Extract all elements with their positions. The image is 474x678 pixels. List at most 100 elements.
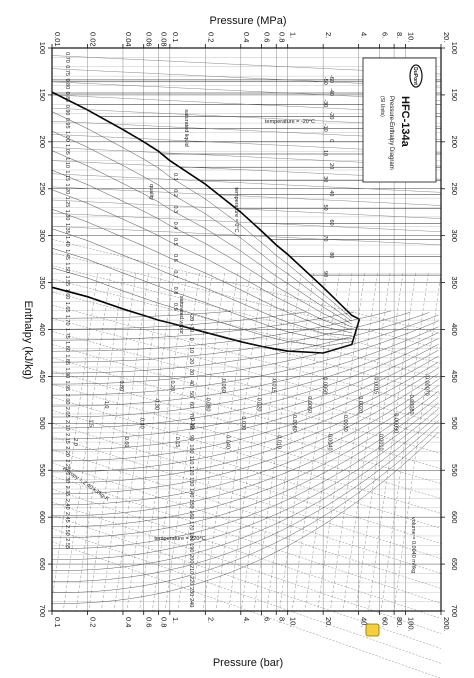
volume-label: 0.0020 — [357, 396, 363, 413]
vapor-isotherm — [52, 332, 439, 418]
vapor-isotherm — [52, 390, 439, 527]
liquid-temperature-label: 10 — [322, 150, 328, 156]
entropy-label: 1.60 — [64, 289, 70, 300]
quality-label: 0.2 — [172, 189, 178, 197]
entropy-label: 0.75 — [64, 65, 70, 76]
temperature-gas-label: temperature = 220°C — [154, 536, 205, 542]
left-tick-label: 150 — [38, 89, 47, 102]
top-tick-label: 4. — [360, 32, 369, 38]
volume-line — [380, 273, 429, 612]
entropy-line — [51, 488, 441, 619]
top-tick-label: 0.4 — [242, 32, 251, 42]
volume-label: 2.0 — [72, 438, 78, 446]
volume-label: 0.0040 — [326, 434, 332, 451]
vapor-temperature-label: 220 — [188, 576, 194, 585]
entropy-line — [51, 304, 441, 409]
ticks-layer: 0.01 0.1 0.02 0.2 0.04 0.4 0.06 0.6 0.08 0.8 0.1 1.… — [38, 32, 459, 632]
liquid-temperature-label: 90 — [322, 271, 328, 277]
volume-line — [279, 273, 327, 612]
quality-line — [51, 111, 352, 319]
volume-line — [241, 273, 289, 612]
vapor-isotherm — [51, 431, 439, 604]
vapor-isotherm — [52, 311, 307, 330]
bottom-axis-title: Pressure (bar) — [213, 657, 283, 669]
vapor-temperature-label: 80 — [188, 424, 194, 430]
volume-line — [177, 273, 225, 612]
quality-label: 0.5 — [172, 238, 178, 246]
vapor-isotherm — [52, 320, 439, 396]
liquid-temperature-label: -10 — [322, 124, 328, 132]
bottom-tick-label: 80. — [395, 617, 404, 627]
entropy-label: 1.05 — [64, 144, 70, 155]
volume-line — [355, 273, 404, 612]
entropy-line — [51, 212, 441, 232]
vapor-temperature-label: 0 — [188, 338, 194, 341]
temperature-top-label: temperature = -20°C — [265, 119, 315, 125]
volume-annotation-label: volume = 0.0040 m³/kg — [410, 517, 416, 573]
vapor-temperature-label: 90 — [188, 435, 194, 441]
quality-line — [51, 267, 352, 347]
quality-label: 0.9 — [172, 303, 178, 311]
left-tick-label: 600 — [38, 511, 47, 524]
volume-label: 1.5 — [87, 419, 93, 427]
top-tick-label: 0.08 — [159, 32, 168, 47]
entropy-label: 1.65 — [64, 302, 70, 313]
entropy-label: 1.20 — [64, 184, 70, 195]
liquid-temperature-label: -60 — [328, 75, 334, 83]
plot-frame — [51, 47, 442, 612]
bottom-tick-label: 8. — [277, 617, 286, 623]
vapor-isotherm — [52, 312, 430, 374]
liquid-temperature-label: -40 — [328, 88, 334, 96]
units-note: (SI Units) — [379, 96, 385, 117]
vapor-isotherm — [52, 310, 392, 352]
right-tick-label: 250 — [450, 183, 459, 196]
entropy-label: 1.70 — [64, 315, 70, 326]
entropy-line — [51, 291, 441, 394]
volume-line — [330, 273, 378, 612]
vapor-temperature-label: 60 — [188, 402, 194, 408]
top-axis-title: Pressure (MPa) — [209, 15, 286, 27]
vapor-isotherm — [52, 361, 439, 473]
liquid-temperature-label: 70 — [322, 235, 328, 241]
volume-label: 0.080 — [205, 398, 211, 412]
right-tick-label: 600 — [450, 511, 459, 524]
vapor-temperature-label: 170 — [188, 521, 194, 530]
vapor-temperature-label: 210 — [188, 565, 194, 574]
liquid-temperature-label: -50 — [322, 77, 328, 85]
volume-label: 0.10 — [189, 418, 195, 429]
entropy-label: 1.35 — [64, 223, 70, 234]
volume-line — [368, 273, 416, 612]
quality-label: 0.6 — [172, 254, 178, 262]
vapor-temperature-label: 120 — [188, 466, 194, 475]
volume-label: 0.40 — [138, 418, 144, 429]
vapor-isotherm — [52, 367, 439, 484]
left-tick-label: 200 — [38, 136, 47, 149]
vapor-isotherm — [51, 355, 439, 462]
vapor-temperature-label: 110 — [188, 456, 194, 465]
vapor-isotherm — [52, 311, 232, 319]
entropy-label: 1.10 — [64, 157, 70, 168]
dupont-logo-icon — [409, 64, 423, 88]
vapor-isotherm — [51, 408, 439, 560]
bottom-tick-label: 1. — [171, 617, 180, 623]
liquid-temperature-label: 60 — [328, 219, 334, 225]
entropy-label: 1.25 — [64, 197, 70, 208]
curves-layer — [51, 55, 442, 678]
entropy-label: 1.90 — [64, 367, 70, 378]
vapor-isotherm — [52, 314, 439, 385]
vapor-isotherm — [51, 402, 439, 549]
vapor-isotherm — [52, 426, 439, 593]
vapor-isotherm — [52, 344, 439, 440]
vapor-temperature-label: -10 — [188, 324, 194, 332]
volume-line — [304, 273, 353, 612]
liquid-temperature-label: 50 — [322, 204, 328, 210]
left-tick-label: 300 — [38, 229, 47, 242]
entropy-line — [51, 383, 441, 499]
quality-label: 0.4 — [172, 222, 178, 230]
saturated-liquid-label: saturated liquid — [183, 109, 189, 146]
vapor-isotherm — [51, 379, 439, 506]
volume-line — [393, 273, 442, 612]
bottom-tick-label: 100. — [407, 617, 416, 632]
quality-line — [51, 169, 352, 328]
